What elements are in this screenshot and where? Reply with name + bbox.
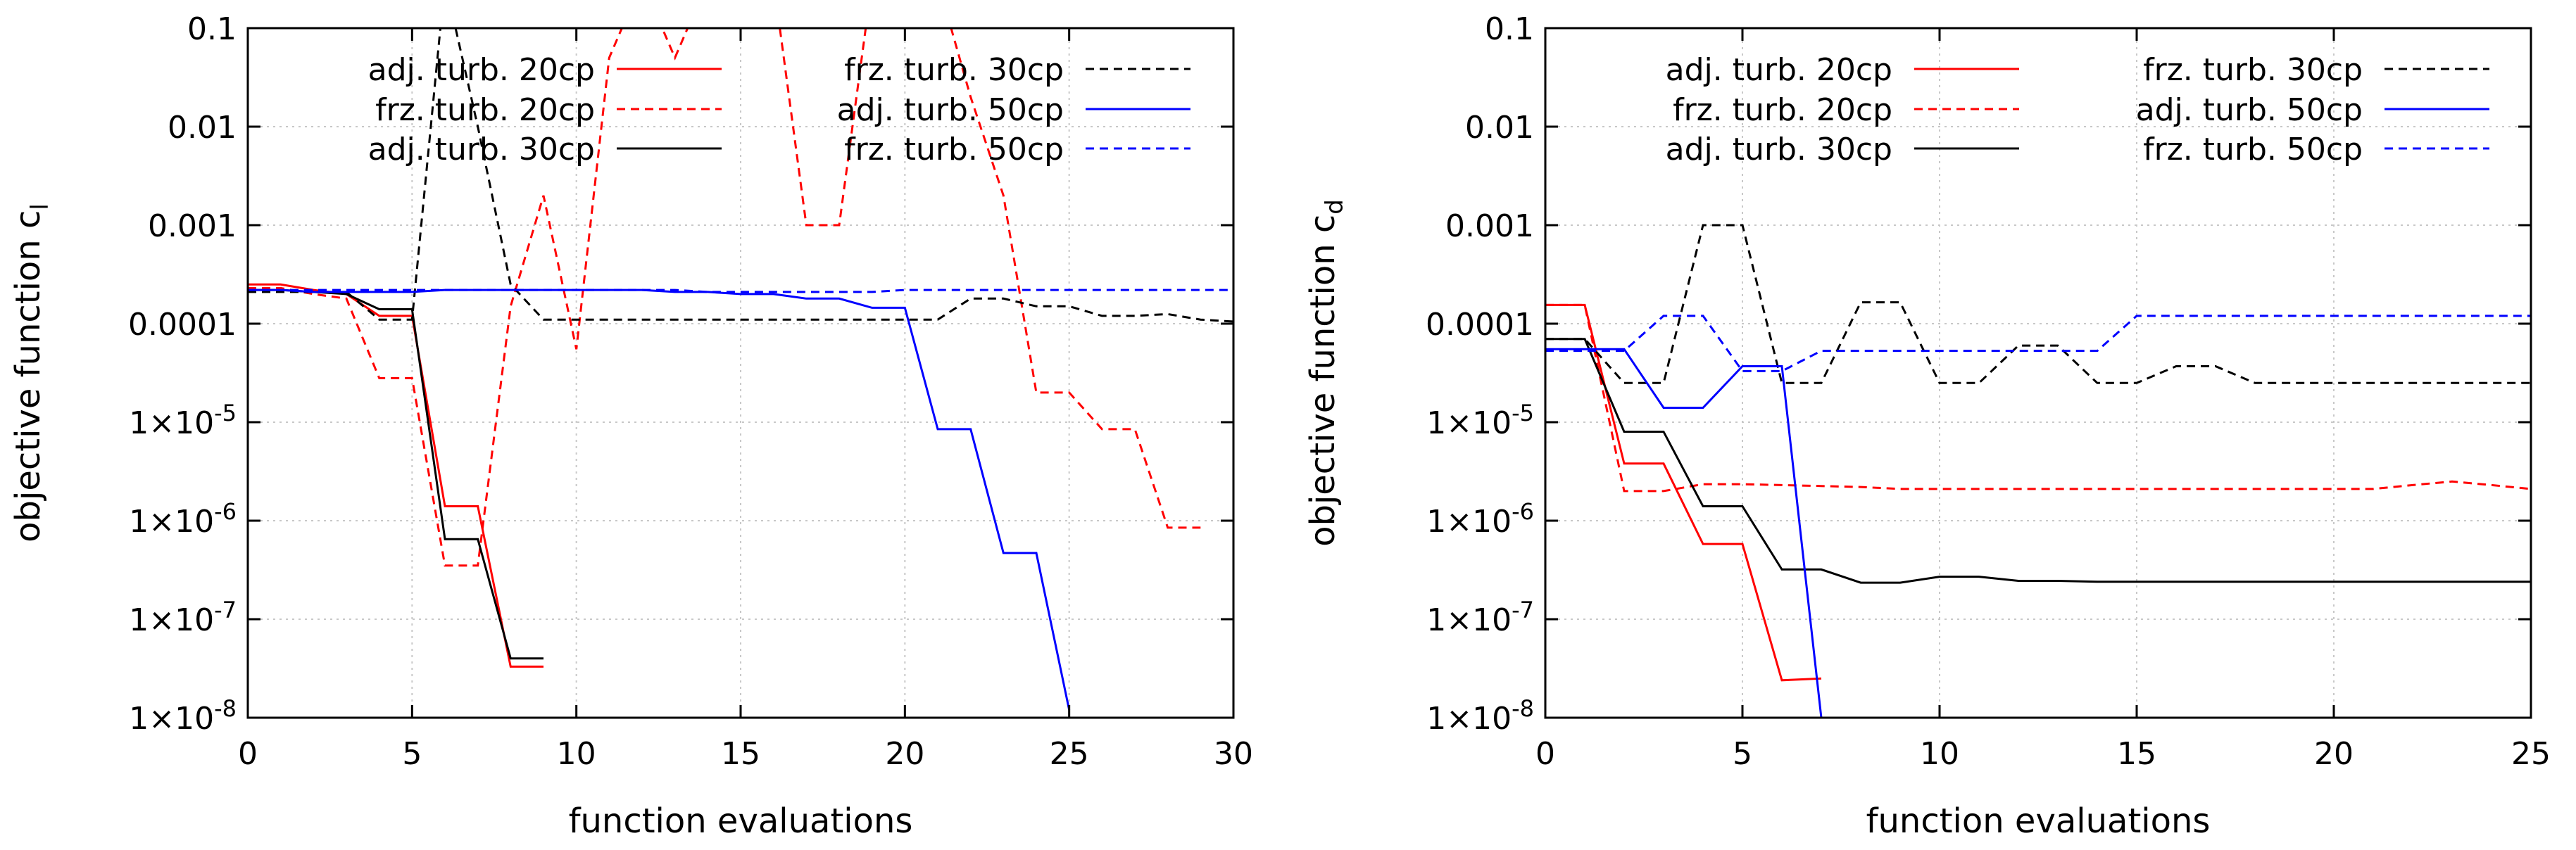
x-tick-label: 15 [721,736,760,772]
x-tick-label: 5 [1733,736,1752,772]
y-tick-mantissa: 1×10 [129,701,214,737]
x-tick-label: 10 [1920,736,1959,772]
legend-entry-label: adj. turb. 20cp [368,52,595,88]
x-tick-label: 30 [1214,736,1253,772]
y-tick-label: 1×10-5 [1426,400,1534,441]
y-tick-mantissa: 1×10 [129,504,214,540]
y-tick-mantissa: 1×10 [1426,504,1512,540]
y-tick-label: 0.0001 [1426,307,1534,343]
y-tick-exponent: -6 [1512,498,1534,525]
y-tick-exponent: -8 [214,695,237,722]
y-tick-label: 0.01 [168,110,237,146]
y-tick-label: 1×10-7 [1426,597,1534,638]
y-tick-exponent: -5 [1512,400,1534,426]
series-line [1545,303,2531,493]
series-line [248,28,1233,323]
legend-entry-label: frz. turb. 30cp [844,52,1064,88]
x-tick-label: 20 [2314,736,2354,772]
y-tick-label: 1×10-8 [1426,695,1534,737]
series-line [248,288,1233,293]
legend-entry-label: frz. turb. 50cp [844,132,1064,167]
y-axis-label-subscript: l [26,203,54,210]
y-tick-mantissa: 1×10 [129,602,214,638]
y-tick-label: 1×10-5 [129,400,237,441]
y-axis-label: objective function cl [8,203,54,543]
y-tick-mantissa: 1×10 [1426,602,1512,638]
legend-entry-label: frz. turb. 30cp [2143,52,2363,88]
y-tick-exponent: -8 [1512,695,1534,722]
x-tick-label: 25 [1050,736,1089,772]
y-tick-exponent: -5 [214,400,237,426]
x-tick-label: 5 [402,736,422,772]
y-tick-label: 0.0001 [128,307,237,343]
y-tick-label: 1×10-6 [1426,498,1534,540]
series-line [1545,303,1822,682]
series-line [1545,224,2531,384]
y-tick-exponent: -6 [214,498,237,525]
legend-entry-label: frz. turb. 50cp [2143,132,2363,167]
y-tick-mantissa: 1×10 [1426,701,1512,737]
series-line [1545,338,2531,584]
y-axis-label-main: objective function c [8,210,48,543]
legend-entry-label: adj. turb. 30cp [368,132,595,167]
x-tick-label: 15 [2117,736,2156,772]
series-line [248,283,544,668]
legend-entry-label: adj. turb. 50cp [837,92,1064,128]
legend-entry-label: adj. turb. 50cp [2136,92,2363,128]
y-axis-label-subscript: d [1321,199,1349,215]
left-chart-cl: 0.10.010.0010.00011×10-51×10-61×10-71×10… [8,11,1253,841]
y-axis-label-main: objective function c [1303,215,1343,547]
x-tick-label: 20 [885,736,924,772]
y-axis-label: objective function cd [1303,199,1349,547]
y-tick-mantissa: 1×10 [129,405,214,441]
plot-frame [1544,27,2532,719]
x-axis-label: function evaluations [569,801,913,841]
y-tick-label: 1×10-7 [129,597,237,638]
y-tick-label: 1×10-6 [129,498,237,540]
series-line [248,288,1071,711]
x-tick-label: 0 [238,736,258,772]
y-tick-label: 1×10-8 [129,695,237,737]
y-tick-label: 0.1 [187,11,237,47]
legend-entry-label: adj. turb. 30cp [1666,132,1892,167]
x-tick-label: 25 [2511,736,2551,772]
y-tick-label: 0.001 [1445,208,1534,244]
y-tick-exponent: -7 [1512,597,1534,623]
right-chart-cd: 0.10.010.0010.00011×10-51×10-61×10-71×10… [1303,11,2551,841]
series-line [1545,315,2531,372]
y-tick-label: 0.1 [1485,11,1534,47]
x-tick-label: 0 [1535,736,1555,772]
series-line [248,288,544,660]
legend-entry-label: frz. turb. 20cp [375,92,595,128]
x-tick-label: 10 [557,736,596,772]
x-axis-label: function evaluations [1866,801,2211,841]
legend-entry-label: adj. turb. 20cp [1666,52,1892,88]
legend-entry-label: frz. turb. 20cp [1673,92,1892,128]
y-tick-label: 0.01 [1465,110,1534,146]
series-line [248,28,1201,567]
y-tick-exponent: -7 [214,597,237,623]
y-tick-mantissa: 1×10 [1426,405,1512,441]
y-tick-label: 0.001 [148,208,237,244]
series-line [1545,348,1823,718]
